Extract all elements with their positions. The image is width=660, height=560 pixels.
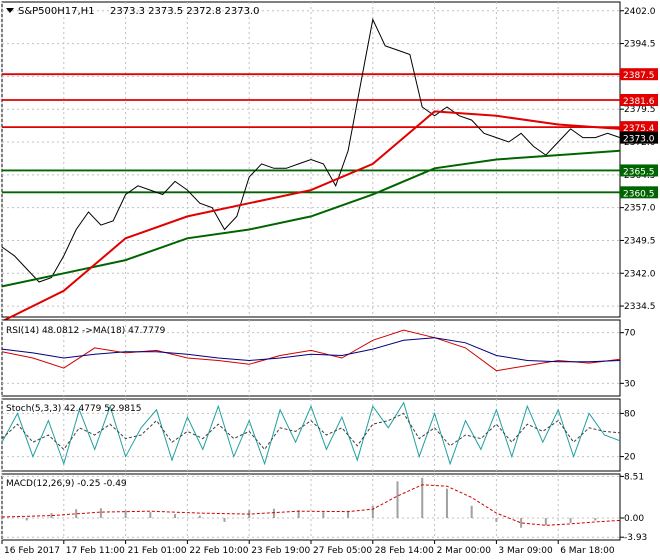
price-yticks: 2402.02394.52387.02379.52372.02364.52357… [620,7,656,312]
stoch-grid [1,399,620,471]
macd-histogram-bar [396,481,399,518]
price-sma_fast-line [1,149,621,288]
macd-histogram-bar [149,512,152,518]
x-tick-label: 6 Mar 18:00 [560,546,615,556]
macd-histogram-bar [99,508,102,518]
macd-histogram-bar [569,518,572,523]
rsi-grid [1,320,620,396]
y-tick-label-price: 2357.0 [624,204,656,214]
macd-histogram-bar [421,477,424,518]
rsi-rsi-line [1,329,621,372]
macd-yticks: 8.51 0.00 -3.93 [620,472,647,543]
macd-histogram-bar [470,505,473,518]
y-tick-label-price: 2349.5 [624,236,656,246]
macd-histogram-bar [124,510,127,518]
y-tick-label-macd: -3.93 [624,533,647,543]
x-tick-label: 21 Feb 01:00 [128,546,187,556]
x-tick-label: 28 Feb 14:00 [375,546,434,556]
ohlc-values: 2373.3 2373.5 2372.8 2373.0 [110,6,260,17]
y-tick-label-price: 2334.5 [624,302,656,312]
collapse-triangle-icon[interactable] [6,8,14,13]
y-tick-label-rsi: 70 [624,329,636,339]
macd-histogram-bar [174,514,177,518]
stoch-k-line [1,401,621,466]
price-close-line [1,17,621,283]
macd-histogram-bar [594,518,597,521]
level-price-label: 2387.5 [623,71,655,81]
symbol-timeframe: S&P500H17,H1 [18,6,95,17]
window-title: S&P500H17,H1 2373.3 2373.5 2372.8 2373.0 [6,6,260,17]
y-tick-label-macd: 0.00 [624,514,644,524]
y-tick-label-price: 2342.0 [624,269,656,279]
y-tick-label-stoch: 80 [624,409,636,419]
stoch-panel: 80 20 Stoch(5,3,3) 42.4779 52.9815 [1,398,636,472]
y-tick-label-price: 2402.0 [624,7,656,17]
x-axis: 16 Feb 2017 17 Feb 11:00 21 Feb 01:00 22 Fe… [1,540,615,556]
rsi-yticks: 70 30 [620,329,636,389]
stoch-label: Stoch(5,3,3) 42.4779 52.9815 [6,404,141,414]
level-price-tag [620,186,658,199]
macd-grid [1,474,620,540]
level-price-tag [620,68,658,81]
stoch-d-line [1,412,621,451]
y-tick-label-rsi: 30 [624,379,636,389]
price-series [1,17,621,323]
macd-histogram-bar [619,518,621,520]
macd-histogram-bar [297,510,300,518]
x-tick-label: 17 Feb 11:00 [66,546,125,556]
macd-histogram-bar [75,509,78,518]
macd-histogram-bar [50,513,53,518]
level-price-tag [620,94,658,106]
stoch-yticks: 80 20 [620,409,636,463]
y-tick-label-price: 2394.5 [624,40,656,50]
price-panel: 2402.02394.52387.02379.52372.02364.52357… [1,1,658,323]
y-tick-label-macd: 8.51 [624,472,644,482]
macd-histogram-bar [223,518,226,522]
macd-histogram-bar [347,510,350,518]
price-grid [1,2,620,317]
x-tick-label: 2 Mar 00:00 [437,546,492,556]
rsi-series [1,329,621,372]
rsi-panel: 70 30 RSI(14) 48.0812 ->MA(18) 47.7779 [1,319,636,397]
level-price-label: 2381.6 [623,97,655,107]
macd-histogram-bar [198,515,201,518]
stoch-series [1,401,621,466]
macd-histogram-bar [371,505,374,518]
macd-histogram-bar [25,518,28,521]
macd-histogram-bar [322,512,325,518]
x-tick-label: 27 Feb 05:00 [313,546,372,556]
current-price-label: 2373.0 [623,135,655,145]
macd-histogram-bar [520,518,523,528]
current-price-tag [620,131,658,144]
macd-series [1,477,621,528]
macd-label: MACD(12,26,9) -0.25 -0.49 [6,479,127,489]
level-price-label: 2365.5 [623,167,655,177]
x-tick-label: 23 Feb 19:00 [251,546,310,556]
level-price-tag [620,164,658,177]
rsi-label: RSI(14) 48.0812 ->MA(18) 47.7779 [6,326,166,336]
price-hline-labels: 2387.5 2381.6 2375.4 2365.5 2360.5 2373.0 [620,68,658,199]
macd-histogram-bar [445,488,448,518]
rsi-rsi_ma-line [1,337,621,363]
level-price-tag [620,121,658,134]
macd-panel: 8.51 0.00 -3.93 MACD(12,26,9) -0.25 -0.49 [1,472,647,543]
price-hlines [2,73,620,194]
level-price-label: 2375.4 [623,124,655,134]
macd-histogram-bar [272,508,275,518]
x-tick-label: 22 Feb 10:00 [189,546,248,556]
y-tick-label-price: 2379.5 [624,105,656,115]
y-tick-label-stoch: 20 [624,453,636,463]
price-sma_mid-line [1,110,621,323]
x-tick-label: 3 Mar 09:00 [498,546,553,556]
macd-histogram-bar [495,518,498,522]
x-tick-label: 16 Feb 2017 [4,546,60,556]
macd-histogram-bar [544,518,547,526]
level-price-label: 2360.5 [623,189,655,199]
